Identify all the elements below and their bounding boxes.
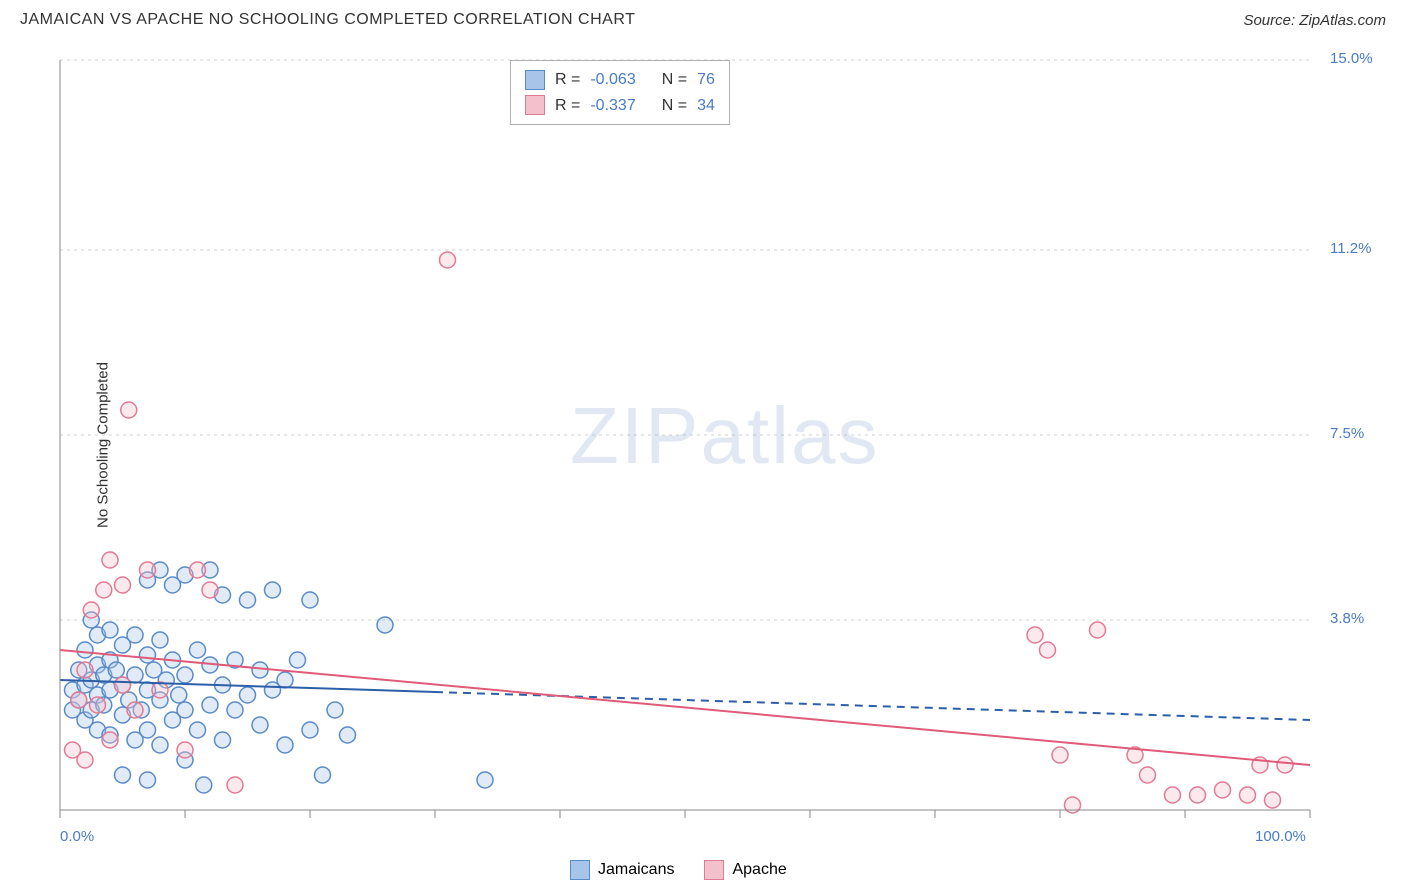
y-tick-label: 11.2% [1330,240,1371,257]
legend-n-label: N = [662,93,687,119]
chart-source: Source: ZipAtlas.com [1243,12,1386,29]
legend-swatch [570,860,590,880]
legend-r-value: -0.063 [590,67,635,93]
y-tick-label: 3.8% [1330,610,1364,627]
legend-n-value: 34 [697,93,715,119]
legend-n-value: 76 [697,67,715,93]
chart-header: JAMAICAN VS APACHE NO SCHOOLING COMPLETE… [0,0,1406,40]
x-tick-label: 100.0% [1255,828,1306,845]
legend-swatch [525,95,545,115]
x-tick-label: 0.0% [60,828,94,845]
legend-r-label: R = [555,93,580,119]
legend-row: R = -0.337 N = 34 [525,93,715,119]
series-legend-item: Apache [704,860,786,880]
series-legend-label: Jamaicans [598,861,674,879]
series-legend: Jamaicans Apache [570,860,787,880]
correlation-legend: R = -0.063 N = 76 R = -0.337 N = 34 [510,60,730,125]
legend-swatch [704,860,724,880]
scatter-plot [50,50,1390,840]
series-legend-item: Jamaicans [570,860,674,880]
legend-row: R = -0.063 N = 76 [525,67,715,93]
legend-swatch [525,70,545,90]
chart-area: No Schooling Completed ZIPatlas R =-0.06… [50,50,1390,840]
legend-r-label: R = [555,67,580,93]
legend-n-label: N = [662,67,687,93]
chart-title: JAMAICAN VS APACHE NO SCHOOLING COMPLETE… [20,11,635,29]
y-tick-label: 15.0% [1330,50,1373,67]
legend-r-value: -0.337 [590,93,635,119]
y-tick-label: 7.5% [1330,425,1364,442]
series-legend-label: Apache [732,861,786,879]
